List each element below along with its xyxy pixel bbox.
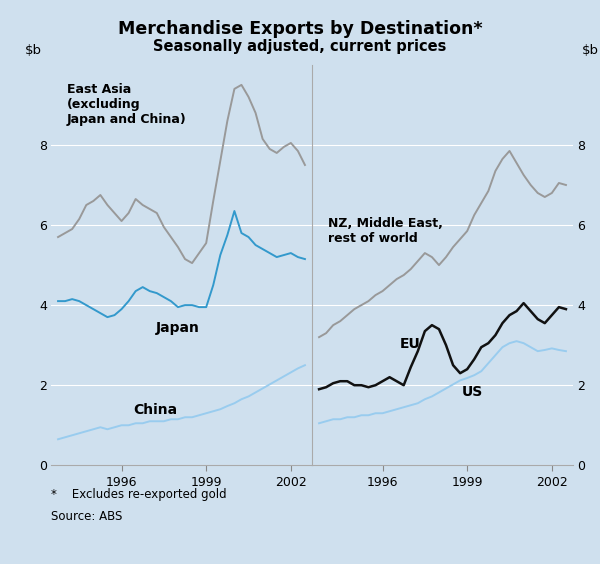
Text: US: US — [461, 385, 483, 399]
Text: East Asia
(excluding
Japan and China): East Asia (excluding Japan and China) — [67, 83, 186, 126]
Text: EU: EU — [400, 337, 420, 351]
Text: China: China — [133, 403, 177, 417]
Text: Japan: Japan — [155, 321, 199, 335]
Text: NZ, Middle East,
rest of world: NZ, Middle East, rest of world — [328, 217, 442, 245]
Text: $b: $b — [582, 44, 599, 57]
Text: $b: $b — [25, 44, 42, 57]
Text: Source: ABS: Source: ABS — [51, 510, 122, 523]
Text: Seasonally adjusted, current prices: Seasonally adjusted, current prices — [154, 39, 446, 55]
Text: Merchandise Exports by Destination*: Merchandise Exports by Destination* — [118, 20, 482, 38]
Text: *    Excludes re-exported gold: * Excludes re-exported gold — [51, 488, 227, 501]
